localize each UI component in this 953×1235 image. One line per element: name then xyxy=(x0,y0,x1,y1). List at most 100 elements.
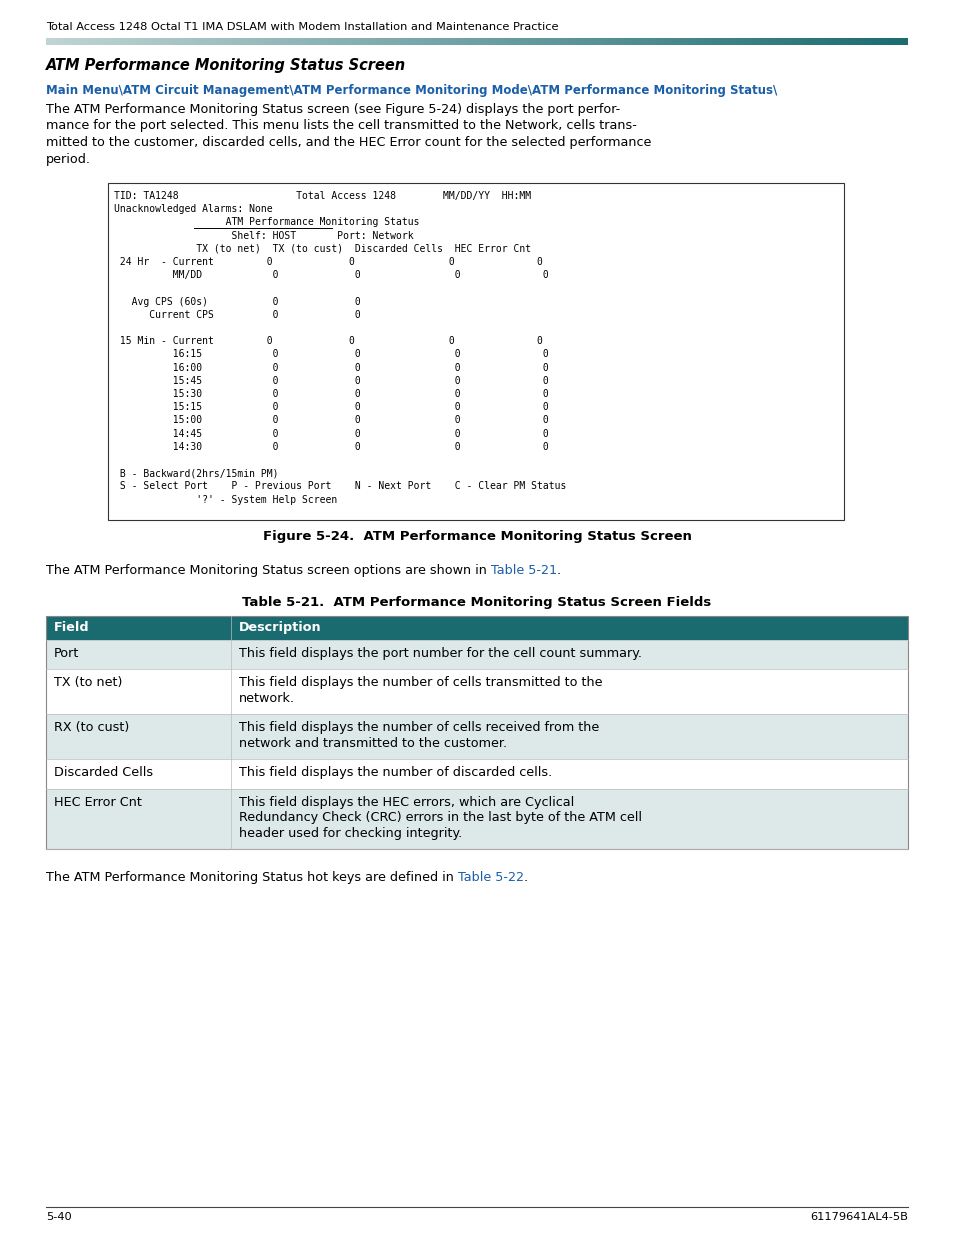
Bar xyxy=(425,38,428,44)
Bar xyxy=(46,760,907,789)
Bar xyxy=(511,38,515,44)
Bar xyxy=(215,38,218,44)
Bar xyxy=(783,38,787,44)
Bar xyxy=(597,38,600,44)
Bar xyxy=(606,38,609,44)
Bar xyxy=(456,38,459,44)
Bar xyxy=(344,38,348,44)
Bar xyxy=(284,38,288,44)
Bar xyxy=(522,38,526,44)
Bar xyxy=(51,38,55,44)
Bar xyxy=(201,38,204,44)
Text: Current CPS          0             0: Current CPS 0 0 xyxy=(113,310,360,320)
Text: Table 5-22: Table 5-22 xyxy=(457,872,523,884)
Bar xyxy=(100,38,104,44)
Text: This field displays the number of cells received from the: This field displays the number of cells … xyxy=(239,721,598,735)
Bar xyxy=(505,38,509,44)
Bar xyxy=(184,38,187,44)
Bar xyxy=(77,38,81,44)
Bar xyxy=(141,38,144,44)
Bar xyxy=(766,38,770,44)
Bar xyxy=(726,38,730,44)
Bar xyxy=(121,38,124,44)
Bar xyxy=(255,38,259,44)
Bar xyxy=(46,789,907,850)
Text: network.: network. xyxy=(239,692,294,705)
Bar xyxy=(138,38,141,44)
Text: .: . xyxy=(557,564,560,577)
Bar xyxy=(158,38,161,44)
Text: mance for the port selected. This menu lists the cell transmitted to the Network: mance for the port selected. This menu l… xyxy=(46,120,637,132)
Bar xyxy=(167,38,170,44)
Text: header used for checking integrity.: header used for checking integrity. xyxy=(239,826,462,840)
Bar xyxy=(792,38,796,44)
Bar xyxy=(132,38,135,44)
Bar xyxy=(760,38,764,44)
Bar xyxy=(479,38,483,44)
Text: 15:30            0             0                0              0: 15:30 0 0 0 0 xyxy=(113,389,548,399)
Bar xyxy=(491,38,495,44)
Text: Unacknowledged Alarms: None: Unacknowledged Alarms: None xyxy=(113,204,273,214)
Text: network and transmitted to the customer.: network and transmitted to the customer. xyxy=(239,737,507,750)
Bar xyxy=(612,38,615,44)
Bar xyxy=(434,38,436,44)
Bar xyxy=(66,38,70,44)
Bar xyxy=(568,38,572,44)
Bar xyxy=(778,38,781,44)
Bar xyxy=(175,38,178,44)
Bar xyxy=(97,38,101,44)
Bar xyxy=(890,38,893,44)
Bar xyxy=(497,38,500,44)
Bar xyxy=(738,38,741,44)
Text: '?' - System Help Screen: '?' - System Help Screen xyxy=(113,494,337,505)
Bar xyxy=(130,38,132,44)
Text: ATM Performance Monitoring Status: ATM Performance Monitoring Status xyxy=(113,217,419,227)
Bar xyxy=(264,38,268,44)
Bar xyxy=(557,38,560,44)
Bar xyxy=(772,38,776,44)
Bar xyxy=(54,38,58,44)
Text: Discarded Cells: Discarded Cells xyxy=(54,766,153,779)
Bar xyxy=(385,38,388,44)
Bar xyxy=(365,38,368,44)
Bar xyxy=(594,38,598,44)
Bar xyxy=(247,38,251,44)
Text: 15:00            0             0                0              0: 15:00 0 0 0 0 xyxy=(113,415,548,425)
Bar xyxy=(859,38,862,44)
Bar xyxy=(896,38,899,44)
Bar xyxy=(350,38,354,44)
Text: .: . xyxy=(523,872,527,884)
Bar xyxy=(108,183,843,520)
Bar xyxy=(618,38,620,44)
Bar xyxy=(715,38,719,44)
Text: 16:00            0             0                0              0: 16:00 0 0 0 0 xyxy=(113,363,548,373)
Bar xyxy=(333,38,336,44)
Bar xyxy=(127,38,130,44)
Bar xyxy=(310,38,314,44)
Bar xyxy=(746,38,750,44)
Bar xyxy=(74,38,78,44)
Bar xyxy=(626,38,629,44)
Bar xyxy=(700,38,703,44)
Bar xyxy=(864,38,867,44)
Bar xyxy=(118,38,121,44)
Bar xyxy=(69,38,72,44)
Bar xyxy=(170,38,172,44)
Bar xyxy=(273,38,276,44)
Bar xyxy=(882,38,884,44)
Text: ATM Performance Monitoring Status Screen: ATM Performance Monitoring Status Screen xyxy=(46,58,406,73)
Bar xyxy=(902,38,904,44)
Bar xyxy=(382,38,385,44)
Bar xyxy=(686,38,689,44)
Bar xyxy=(330,38,334,44)
Bar xyxy=(485,38,489,44)
Bar xyxy=(172,38,175,44)
Bar xyxy=(582,38,586,44)
Bar xyxy=(669,38,672,44)
Text: Total Access 1248 Octal T1 IMA DSLAM with Modem Installation and Maintenance Pra: Total Access 1248 Octal T1 IMA DSLAM wit… xyxy=(46,22,558,32)
Bar xyxy=(698,38,700,44)
Bar xyxy=(103,38,107,44)
Bar xyxy=(695,38,698,44)
Bar xyxy=(683,38,686,44)
Bar xyxy=(603,38,606,44)
